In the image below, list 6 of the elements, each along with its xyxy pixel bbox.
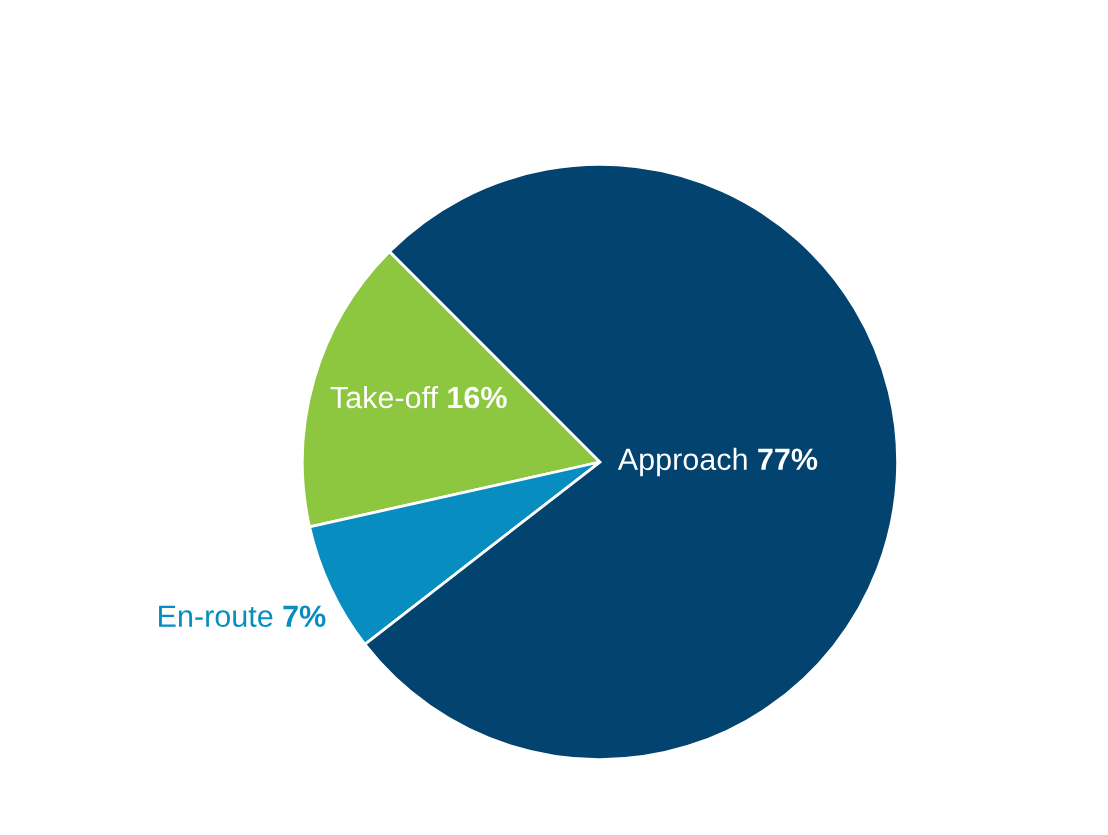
data-label: 16% — [448, 386, 507, 409]
data-label: 7% — [283, 605, 326, 627]
slice-label: Approach — [617, 447, 747, 477]
slice-label: Take-off — [330, 385, 439, 409]
slice-label: En-route — [159, 605, 273, 628]
data-label: 77% — [758, 448, 818, 471]
